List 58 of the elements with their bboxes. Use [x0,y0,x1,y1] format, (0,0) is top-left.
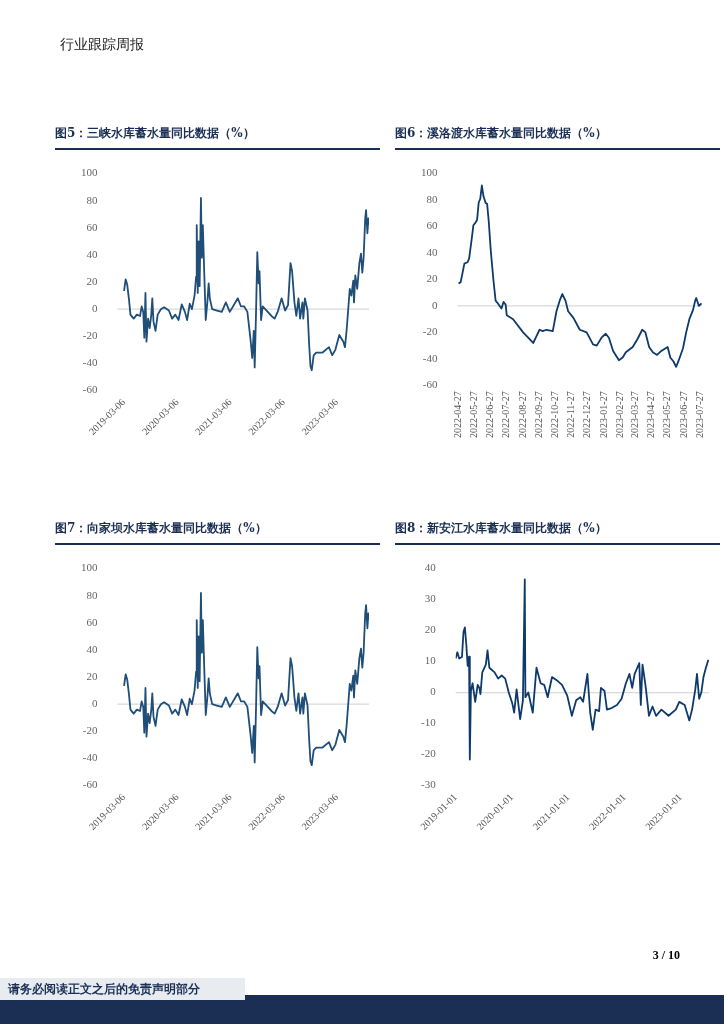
text: 请务必阅读正文之后的免责声明部分 [0,978,245,1000]
y-tick-label: -20 [420,747,437,760]
y-tick-label: -60 [82,778,98,791]
y-tick-label: 20 [86,669,98,682]
x-tick-label: 2023-04-27 [645,391,657,439]
y-tick-label: 80 [86,193,98,206]
y-tick-label: 80 [426,192,438,205]
x-tick-label: 2022-11-27 [565,391,577,438]
y-tick-label: -20 [82,724,98,737]
y-tick-label: 0 [92,697,98,710]
x-tick-label: 2023-05-27 [661,391,673,439]
y-tick-label: 80 [86,588,98,601]
x-tick-label: 2022-09-27 [533,391,545,439]
x-tick-label: 2023-07-27 [693,391,705,439]
y-tick-label: -40 [82,356,98,369]
x-tick-label: 2023-01-27 [597,391,609,439]
y-tick-label: 30 [424,592,437,605]
y-tick-label: 40 [424,561,437,574]
x-tick-label: 2023-06-27 [677,391,689,439]
y-tick-label: -20 [82,329,98,342]
y-tick-label: 40 [426,245,438,258]
x-tick-label: 2022-10-27 [549,391,561,439]
y-tick-label: 20 [424,623,437,636]
y-tick-label: -30 [420,778,437,791]
y-tick-label: 60 [86,220,98,233]
y-tick-label: -10 [420,716,437,729]
x-tick-label: 2023-03-27 [628,391,640,439]
x-tick-label: 2022-04-27 [452,391,464,439]
y-tick-label: 100 [81,561,98,574]
chart-title: 图5：三峡水库蓄水量同比数据（%） [55,125,380,150]
chart-title: 图7：向家坝水库蓄水量同比数据（%） [55,520,380,545]
x-tick-label: 2022-07-27 [500,391,512,439]
x-tick-label: 2022-05-27 [468,391,480,439]
y-tick-label: 20 [86,274,98,287]
y-tick-label: 100 [421,166,438,179]
y-tick-label: 20 [426,272,438,285]
y-tick-label: 40 [86,642,98,655]
y-tick-label: -40 [82,751,98,764]
chart-title: 图6：溪洛渡水库蓄水量同比数据（%） [395,125,720,150]
x-tick-label: 2022-08-27 [516,391,528,439]
x-tick-label: 2023-02-27 [614,391,626,439]
y-tick-label: -40 [422,351,438,364]
y-tick-label: 0 [92,302,98,315]
text: 3 / 10 [652,948,680,963]
y-tick-label: 40 [86,247,98,260]
y-tick-label: 100 [81,166,98,179]
x-tick-label: 2022-06-27 [484,391,496,439]
y-tick-label: 60 [426,219,438,232]
y-tick-label: -20 [422,325,438,338]
chart-title: 图8：新安江水库蓄水量同比数据（%） [395,520,720,545]
y-tick-label: 60 [86,615,98,628]
x-tick-label: 2022-12-27 [581,391,593,439]
y-tick-label: 10 [424,654,437,667]
y-tick-label: 0 [432,298,438,311]
y-tick-label: 0 [430,685,437,698]
y-tick-label: -60 [82,383,98,396]
text: 行业跟踪周报 [60,36,144,54]
y-tick-label: -60 [422,378,438,391]
